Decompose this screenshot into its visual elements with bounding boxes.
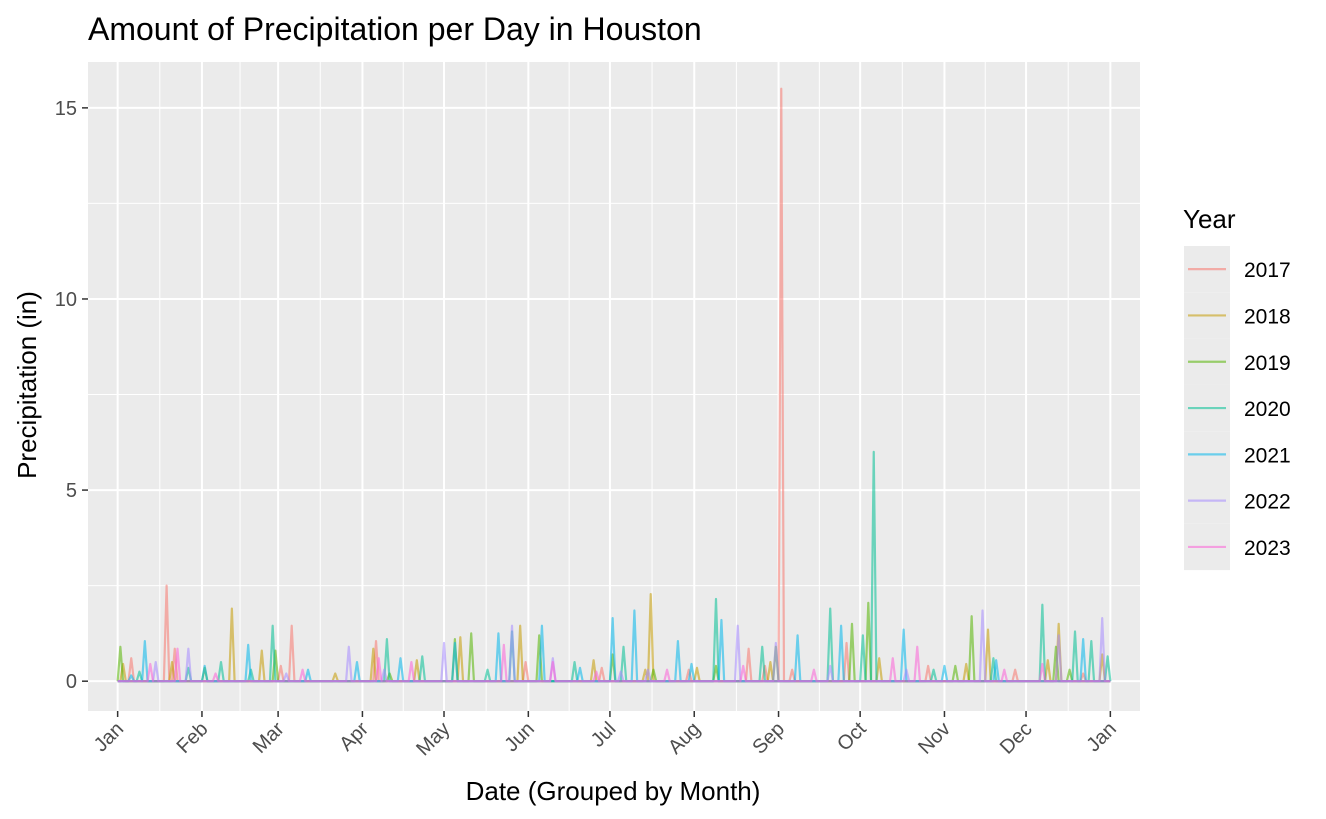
x-tick-label: Jan bbox=[90, 718, 128, 756]
y-tick-label: 0 bbox=[66, 671, 77, 693]
legend-label-2017: 2017 bbox=[1244, 259, 1291, 282]
x-tick-label: Jan bbox=[1083, 718, 1121, 756]
y-tick-label: 15 bbox=[55, 98, 77, 120]
legend-label-2023: 2023 bbox=[1244, 537, 1291, 560]
y-axis-title: Precipitation (in) bbox=[12, 291, 42, 479]
series-line-2023 bbox=[117, 643, 1111, 683]
legend-label-2018: 2018 bbox=[1244, 305, 1291, 328]
chart-title: Amount of Precipitation per Day in Houst… bbox=[88, 11, 702, 47]
y-tick-label: 5 bbox=[66, 480, 77, 502]
x-tick-label: May bbox=[412, 718, 454, 760]
x-tick-label: Jul bbox=[587, 718, 621, 752]
x-tick-label: Feb bbox=[173, 718, 213, 758]
x-axis: Jan Feb Mar Apr May Jun Jul Aug Sep Oct Nov Dec Jan bbox=[90, 711, 1121, 760]
y-tick-label: 10 bbox=[55, 289, 77, 311]
x-tick-label: Jun bbox=[501, 718, 539, 756]
x-tick-label: Oct bbox=[833, 718, 871, 756]
y-axis: 0 5 10 15 bbox=[55, 98, 88, 693]
legend: Year 2017 2018 2019 2020 2021 2022 2023 bbox=[1183, 204, 1291, 571]
x-tick-label: Dec bbox=[996, 718, 1037, 759]
legend-title: Year bbox=[1183, 204, 1236, 234]
plot-panel bbox=[88, 62, 1140, 711]
legend-label-2021: 2021 bbox=[1244, 444, 1291, 467]
x-tick-label: Aug bbox=[664, 718, 705, 759]
legend-label-2019: 2019 bbox=[1244, 352, 1291, 375]
x-axis-title: Date (Grouped by Month) bbox=[466, 776, 761, 806]
panel-background bbox=[88, 62, 1140, 711]
x-tick-label: Apr bbox=[335, 718, 373, 756]
legend-label-2020: 2020 bbox=[1244, 398, 1291, 421]
x-tick-label: Mar bbox=[249, 718, 289, 758]
x-tick-label: Nov bbox=[914, 718, 955, 759]
x-tick-label: Sep bbox=[748, 718, 789, 759]
legend-label-2022: 2022 bbox=[1244, 491, 1291, 514]
